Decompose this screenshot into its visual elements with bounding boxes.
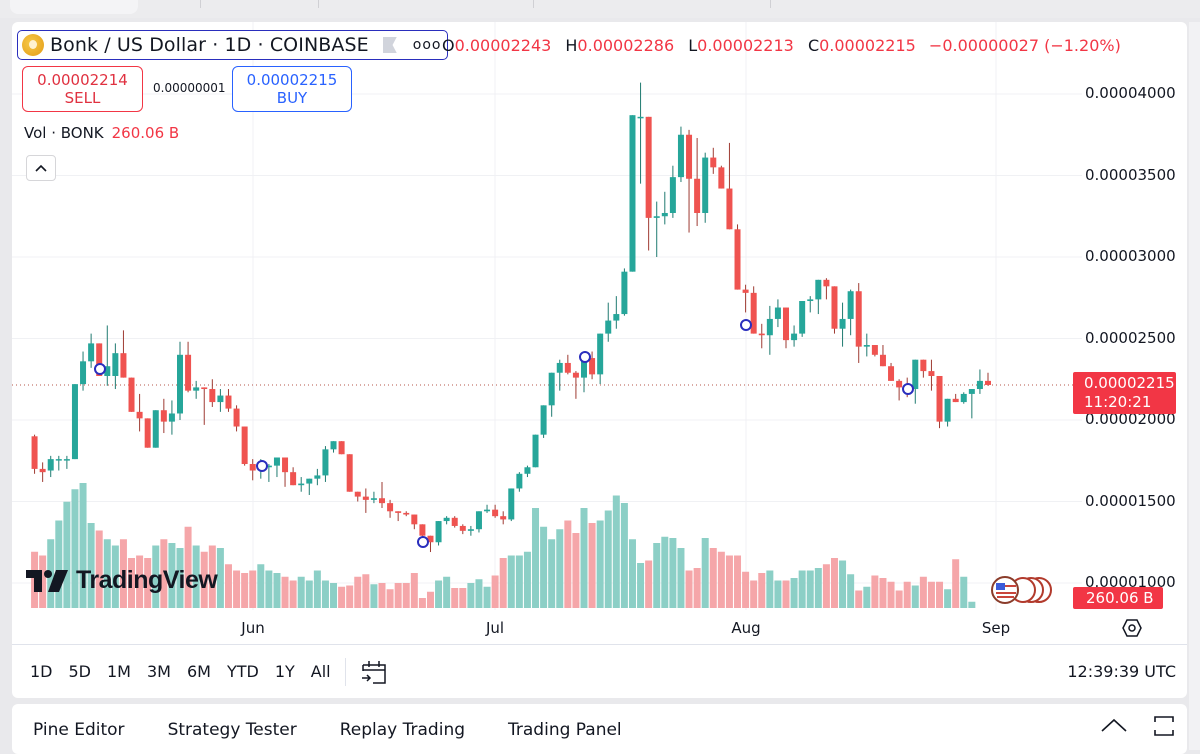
price-chart[interactable] [12, 22, 1187, 644]
buy-label: BUY [276, 89, 308, 107]
range-button-5d[interactable]: 5D [68, 662, 92, 681]
tradingview-watermark: TradingView [26, 566, 218, 595]
last-price-tag: 0.00002215 11:20:21 [1073, 372, 1176, 414]
chevron-up-icon[interactable] [1100, 716, 1128, 734]
high-value: 0.00002286 [577, 36, 675, 55]
watermark-text: TradingView [76, 566, 218, 594]
range-button-ytd[interactable]: YTD [226, 662, 259, 681]
close-value: 0.00002215 [819, 36, 916, 55]
range-button-all[interactable]: All [310, 662, 331, 681]
symbol-title: Bonk / US Dollar · 1D · COINBASE [50, 34, 369, 56]
range-button-1d[interactable]: 1D [30, 662, 53, 681]
tab-strategy-tester[interactable]: Strategy Tester [167, 720, 297, 740]
tab-pine-editor[interactable]: Pine Editor [33, 720, 125, 740]
chevron-up-icon [35, 164, 47, 172]
buy-price: 0.00002215 [246, 71, 338, 89]
range-button-3m[interactable]: 3M [146, 662, 171, 681]
bottom-tabs: Pine Editor Strategy Tester Replay Trading… [33, 720, 665, 740]
price-axis-tick: 0.00001000 [1085, 573, 1176, 591]
utc-clock[interactable]: 12:39:39 UTC [1067, 662, 1176, 681]
spread-value: 0.00000001 [153, 81, 226, 95]
toolbar-divider [533, 0, 534, 8]
change-value: −0.00000027 (−1.20%) [928, 36, 1121, 55]
range-button-1m[interactable]: 1M [107, 662, 131, 681]
economic-events-icon[interactable] [990, 575, 1056, 605]
price-axis-tick: 0.00004000 [1085, 84, 1176, 102]
range-buttons: 1D 5D 1M 3M 6M YTD 1Y All [30, 662, 347, 681]
volume-tag: 260.06 B [1073, 587, 1163, 609]
symbol-search-button[interactable] [10, 0, 138, 14]
date-range-bar: 1D 5D 1M 3M 6M YTD 1Y All 12:39:39 UTC [12, 645, 1187, 698]
volume-legend[interactable]: Vol · BONK 260.06 B [24, 124, 179, 142]
divider [12, 644, 1187, 645]
toolbar-divider [318, 0, 319, 8]
sell-button[interactable]: 0.00002214 SELL [22, 66, 143, 112]
time-axis-tick: Jun [241, 619, 265, 637]
time-axis-tick: Sep [981, 619, 1011, 637]
top-toolbar [0, 0, 1200, 18]
toolbar-divider [770, 0, 771, 8]
high-label: H [565, 36, 578, 55]
collapse-legend-button[interactable] [26, 155, 56, 181]
go-to-date-icon[interactable] [360, 659, 388, 685]
tradingview-logo-icon [26, 569, 68, 592]
volume-value: 260.06 B [111, 124, 180, 142]
price-axis-tick: 0.00002000 [1085, 410, 1176, 428]
price-axis-tick: 0.00002500 [1085, 328, 1176, 347]
symbol-legend[interactable]: Bonk / US Dollar · 1D · COINBASE ooo [17, 30, 449, 60]
open-label: O [442, 36, 455, 55]
sell-label: SELL [64, 89, 101, 107]
last-price: 0.00002215 [1084, 374, 1175, 392]
low-label: L [688, 36, 698, 55]
tab-replay-trading[interactable]: Replay Trading [339, 720, 466, 740]
flag-icon[interactable] [382, 37, 397, 53]
buy-button[interactable]: 0.00002215 BUY [232, 66, 352, 112]
chart-settings-icon[interactable] [1122, 618, 1142, 638]
open-value: 0.00002243 [454, 36, 552, 55]
right-sidebar [1189, 22, 1200, 750]
divider [344, 657, 346, 686]
more-options-button[interactable]: ooo [412, 37, 442, 53]
ohlc-values: O0.00002243 H0.00002286 L0.00002213 C0.0… [442, 36, 1121, 55]
tab-trading-panel[interactable]: Trading Panel [508, 720, 622, 740]
time-axis-tick: Aug [731, 619, 761, 637]
bottom-panel: Pine Editor Strategy Tester Replay Trading… [12, 704, 1187, 754]
bonk-logo-icon [22, 34, 44, 56]
range-button-6m[interactable]: 6M [186, 662, 211, 681]
price-axis-tick: 0.00003500 [1085, 165, 1176, 184]
close-label: C [807, 36, 820, 55]
maximize-panel-icon[interactable] [1152, 714, 1176, 738]
bar-countdown: 11:20:21 [1084, 393, 1152, 411]
sell-price: 0.00002214 [37, 71, 128, 89]
range-button-1y[interactable]: 1Y [274, 662, 295, 681]
low-value: 0.00002213 [697, 36, 794, 55]
chart-panel: Bonk / US Dollar · 1D · COINBASE ooo O0.… [12, 22, 1187, 698]
price-axis-tick: 0.00003000 [1085, 247, 1176, 265]
toolbar-divider [200, 0, 201, 8]
time-axis-tick: Jul [485, 619, 505, 637]
price-axis-tick: 0.00001500 [1085, 491, 1176, 510]
volume-label: Vol · BONK [24, 124, 104, 142]
